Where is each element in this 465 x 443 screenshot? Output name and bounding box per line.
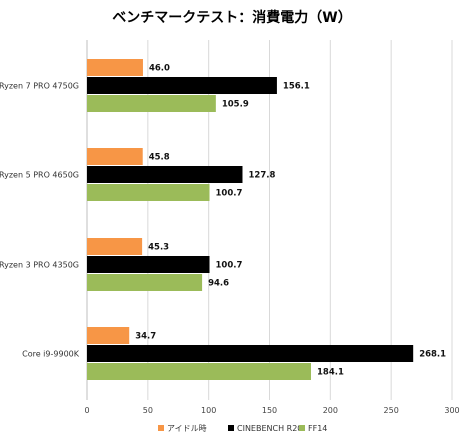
bar bbox=[87, 95, 216, 112]
data-labels: 46.0 156.1 105.9 45.8 127.8 100.7 45.3 100.7 94.… bbox=[135, 64, 446, 378]
data-label: 100.7 bbox=[216, 189, 243, 199]
category-label: Ryzen 3 PRO 4350G bbox=[0, 261, 79, 270]
bar bbox=[87, 363, 311, 380]
category-labels: Ryzen 7 PRO 4750G Ryzen 5 PRO 4650G Ryzen … bbox=[0, 82, 80, 359]
data-label: 46.0 bbox=[149, 64, 170, 74]
bar bbox=[87, 345, 414, 362]
bar bbox=[87, 238, 143, 255]
data-label: 127.8 bbox=[248, 171, 275, 181]
x-tick-label: 50 bbox=[143, 406, 153, 415]
x-tick-label: 200 bbox=[323, 406, 338, 415]
legend-label: FF14 bbox=[308, 424, 327, 433]
bar bbox=[87, 256, 210, 273]
legend: アイドル時 CINEBENCH R20 FF14 bbox=[158, 424, 327, 433]
category-label: Core i9-9900K bbox=[22, 350, 80, 359]
legend-label: アイドル時 bbox=[167, 424, 207, 433]
bar bbox=[87, 327, 130, 344]
x-axis-ticks: 0 50 100 150 200 250 300 bbox=[84, 406, 459, 415]
data-label: 268.1 bbox=[419, 350, 446, 360]
data-label: 45.8 bbox=[149, 153, 170, 163]
x-tick-label: 250 bbox=[384, 406, 399, 415]
data-label: 94.6 bbox=[208, 279, 229, 289]
data-label: 45.3 bbox=[148, 243, 169, 253]
bar bbox=[87, 184, 210, 201]
x-tick-label: 150 bbox=[262, 406, 277, 415]
bar bbox=[87, 148, 143, 165]
data-label: 100.7 bbox=[216, 261, 243, 271]
bar bbox=[87, 59, 143, 76]
bar bbox=[87, 77, 277, 94]
x-tick-label: 100 bbox=[201, 406, 216, 415]
legend-label: CINEBENCH R20 bbox=[237, 424, 302, 433]
chart-title: ベンチマークテスト：消費電力（W） bbox=[112, 9, 351, 26]
data-label: 184.1 bbox=[317, 368, 344, 378]
bar bbox=[87, 166, 243, 183]
x-tick-label: 0 bbox=[84, 406, 89, 415]
data-label: 34.7 bbox=[135, 332, 156, 342]
legend-swatch bbox=[299, 425, 305, 431]
category-label: Ryzen 7 PRO 4750G bbox=[0, 82, 79, 91]
data-label: 156.1 bbox=[283, 82, 310, 92]
data-label: 105.9 bbox=[222, 100, 249, 110]
category-label: Ryzen 5 PRO 4650G bbox=[0, 171, 79, 180]
legend-swatch bbox=[228, 425, 234, 431]
x-tick-label: 300 bbox=[444, 406, 459, 415]
bar bbox=[87, 274, 203, 291]
legend-swatch bbox=[158, 425, 164, 431]
bars bbox=[87, 59, 414, 380]
